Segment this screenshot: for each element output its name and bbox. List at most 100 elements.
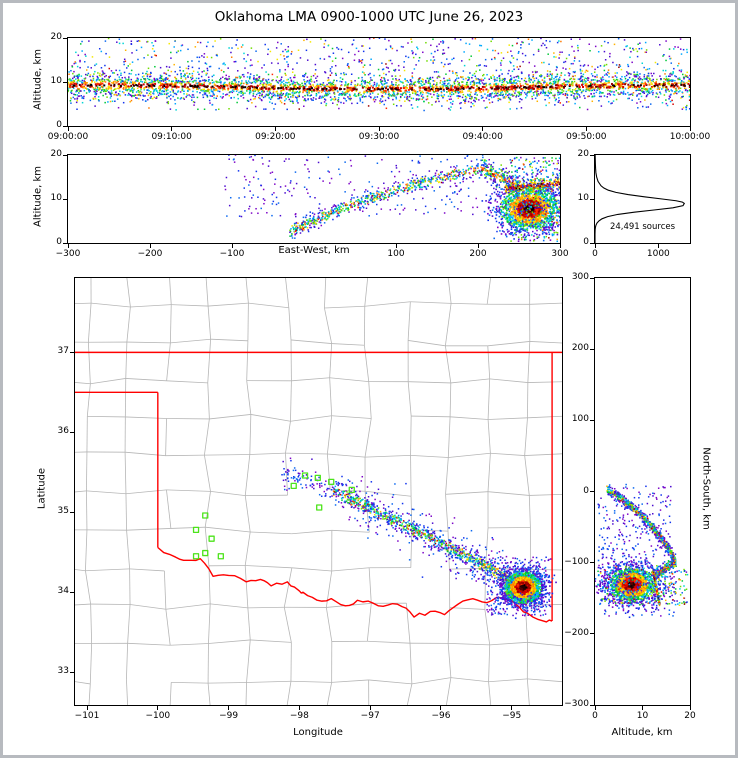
tick-mark xyxy=(86,706,88,710)
tick-label: 37 xyxy=(57,346,69,357)
ns-altitude-xlabel: Altitude, km xyxy=(611,727,673,738)
tick-label: 200 xyxy=(571,343,589,354)
tick-mark xyxy=(689,127,691,131)
tick-mark xyxy=(559,244,561,248)
tick-label: 200 xyxy=(469,249,487,259)
tick-label: 1000 xyxy=(646,249,670,259)
figure-title: Oklahoma LMA 0900-1000 UTC June 26, 2023 xyxy=(214,9,524,25)
tick-label: −101 xyxy=(74,711,100,721)
tick-label: 10 xyxy=(50,76,62,86)
tick-mark xyxy=(70,351,74,353)
north-south-altitude-panel xyxy=(595,278,690,705)
tick-label: 20 xyxy=(577,149,589,159)
tick-mark xyxy=(63,125,67,127)
ns-altitude-ylabel: North-South, km xyxy=(700,447,712,530)
tick-mark xyxy=(477,244,479,248)
tick-label: 0 xyxy=(592,249,598,259)
map-panel xyxy=(75,278,562,705)
tick-label: 20 xyxy=(50,149,62,159)
tick-label: 09:30:00 xyxy=(358,132,400,142)
tick-label: −96 xyxy=(431,711,451,721)
tick-label: 300 xyxy=(571,272,589,282)
tick-label: −200 xyxy=(564,627,589,638)
tick-label: 0 xyxy=(583,237,589,247)
tick-mark xyxy=(590,198,594,200)
tick-mark xyxy=(585,127,587,131)
tick-mark xyxy=(590,242,594,244)
tick-label: 09:20:00 xyxy=(255,132,296,142)
tick-mark xyxy=(67,127,69,131)
tick-mark xyxy=(63,154,67,156)
tick-label: 36 xyxy=(57,426,69,437)
tick-label: 34 xyxy=(57,586,69,597)
ew-altitude-xlabel: East-West, km xyxy=(278,245,350,256)
tick-label: 300 xyxy=(551,249,569,259)
tick-label: 35 xyxy=(57,506,69,517)
source-count-annotation: 24,491 sources xyxy=(609,222,676,232)
tick-mark xyxy=(63,81,67,83)
tick-label: 100 xyxy=(571,414,589,425)
tick-label: 33 xyxy=(57,666,69,677)
tick-label: −100 xyxy=(219,249,245,259)
map-xlabel: Longitude xyxy=(293,727,343,738)
tick-mark xyxy=(157,706,159,710)
tick-label: 100 xyxy=(387,249,405,259)
tick-label: 10:00:00 xyxy=(669,132,711,142)
tick-mark xyxy=(70,511,74,513)
tick-label: −95 xyxy=(502,711,522,721)
tick-mark xyxy=(149,244,151,248)
tick-label: 09:50:00 xyxy=(566,132,607,142)
tick-label: 0 xyxy=(583,485,589,496)
tick-mark xyxy=(228,706,230,710)
tick-mark xyxy=(590,633,594,635)
tick-label: −100 xyxy=(564,556,589,567)
tick-mark xyxy=(70,431,74,433)
tick-mark xyxy=(590,491,594,492)
tick-mark xyxy=(67,244,69,248)
time-height-panel xyxy=(68,38,690,126)
tick-mark xyxy=(395,244,397,248)
tick-mark xyxy=(63,37,67,39)
tick-label: −300 xyxy=(55,249,81,259)
tick-label: 09:10:00 xyxy=(151,132,192,142)
tick-label: 0 xyxy=(56,237,62,247)
tick-label: 10 xyxy=(636,711,649,721)
tick-mark xyxy=(594,244,596,248)
tick-mark xyxy=(63,198,67,200)
tick-mark xyxy=(642,706,643,710)
tick-label: 20 xyxy=(50,32,62,42)
tick-label: −97 xyxy=(360,711,380,721)
tick-mark xyxy=(440,706,442,710)
tick-label: −99 xyxy=(219,711,239,721)
tick-label: 10 xyxy=(577,193,589,203)
tick-mark xyxy=(590,348,594,350)
tick-mark xyxy=(590,704,594,706)
tick-mark xyxy=(482,127,484,131)
tick-mark xyxy=(298,706,300,710)
tick-mark xyxy=(70,671,74,673)
tick-label: 10 xyxy=(50,193,62,203)
tick-label: −98 xyxy=(289,711,309,721)
altitude-histogram-panel xyxy=(595,155,690,243)
tick-label: 20 xyxy=(684,711,696,721)
tick-mark xyxy=(590,277,594,279)
tick-mark xyxy=(689,706,691,710)
map-ylabel: Latitude xyxy=(36,467,48,510)
tick-mark xyxy=(274,127,276,131)
tick-mark xyxy=(70,591,74,593)
tick-mark xyxy=(594,706,596,710)
tick-mark xyxy=(63,242,67,244)
tick-mark xyxy=(369,706,371,710)
tick-label: 0 xyxy=(56,120,62,130)
tick-mark xyxy=(590,419,594,421)
tick-mark xyxy=(171,127,173,131)
tick-mark xyxy=(657,244,659,248)
tick-mark xyxy=(231,244,233,248)
tick-label: −300 xyxy=(564,699,589,709)
east-west-altitude-panel xyxy=(68,155,560,243)
tick-label: −200 xyxy=(137,249,163,259)
tick-label: −100 xyxy=(145,711,171,721)
tick-mark xyxy=(378,127,380,131)
tick-mark xyxy=(511,706,513,710)
